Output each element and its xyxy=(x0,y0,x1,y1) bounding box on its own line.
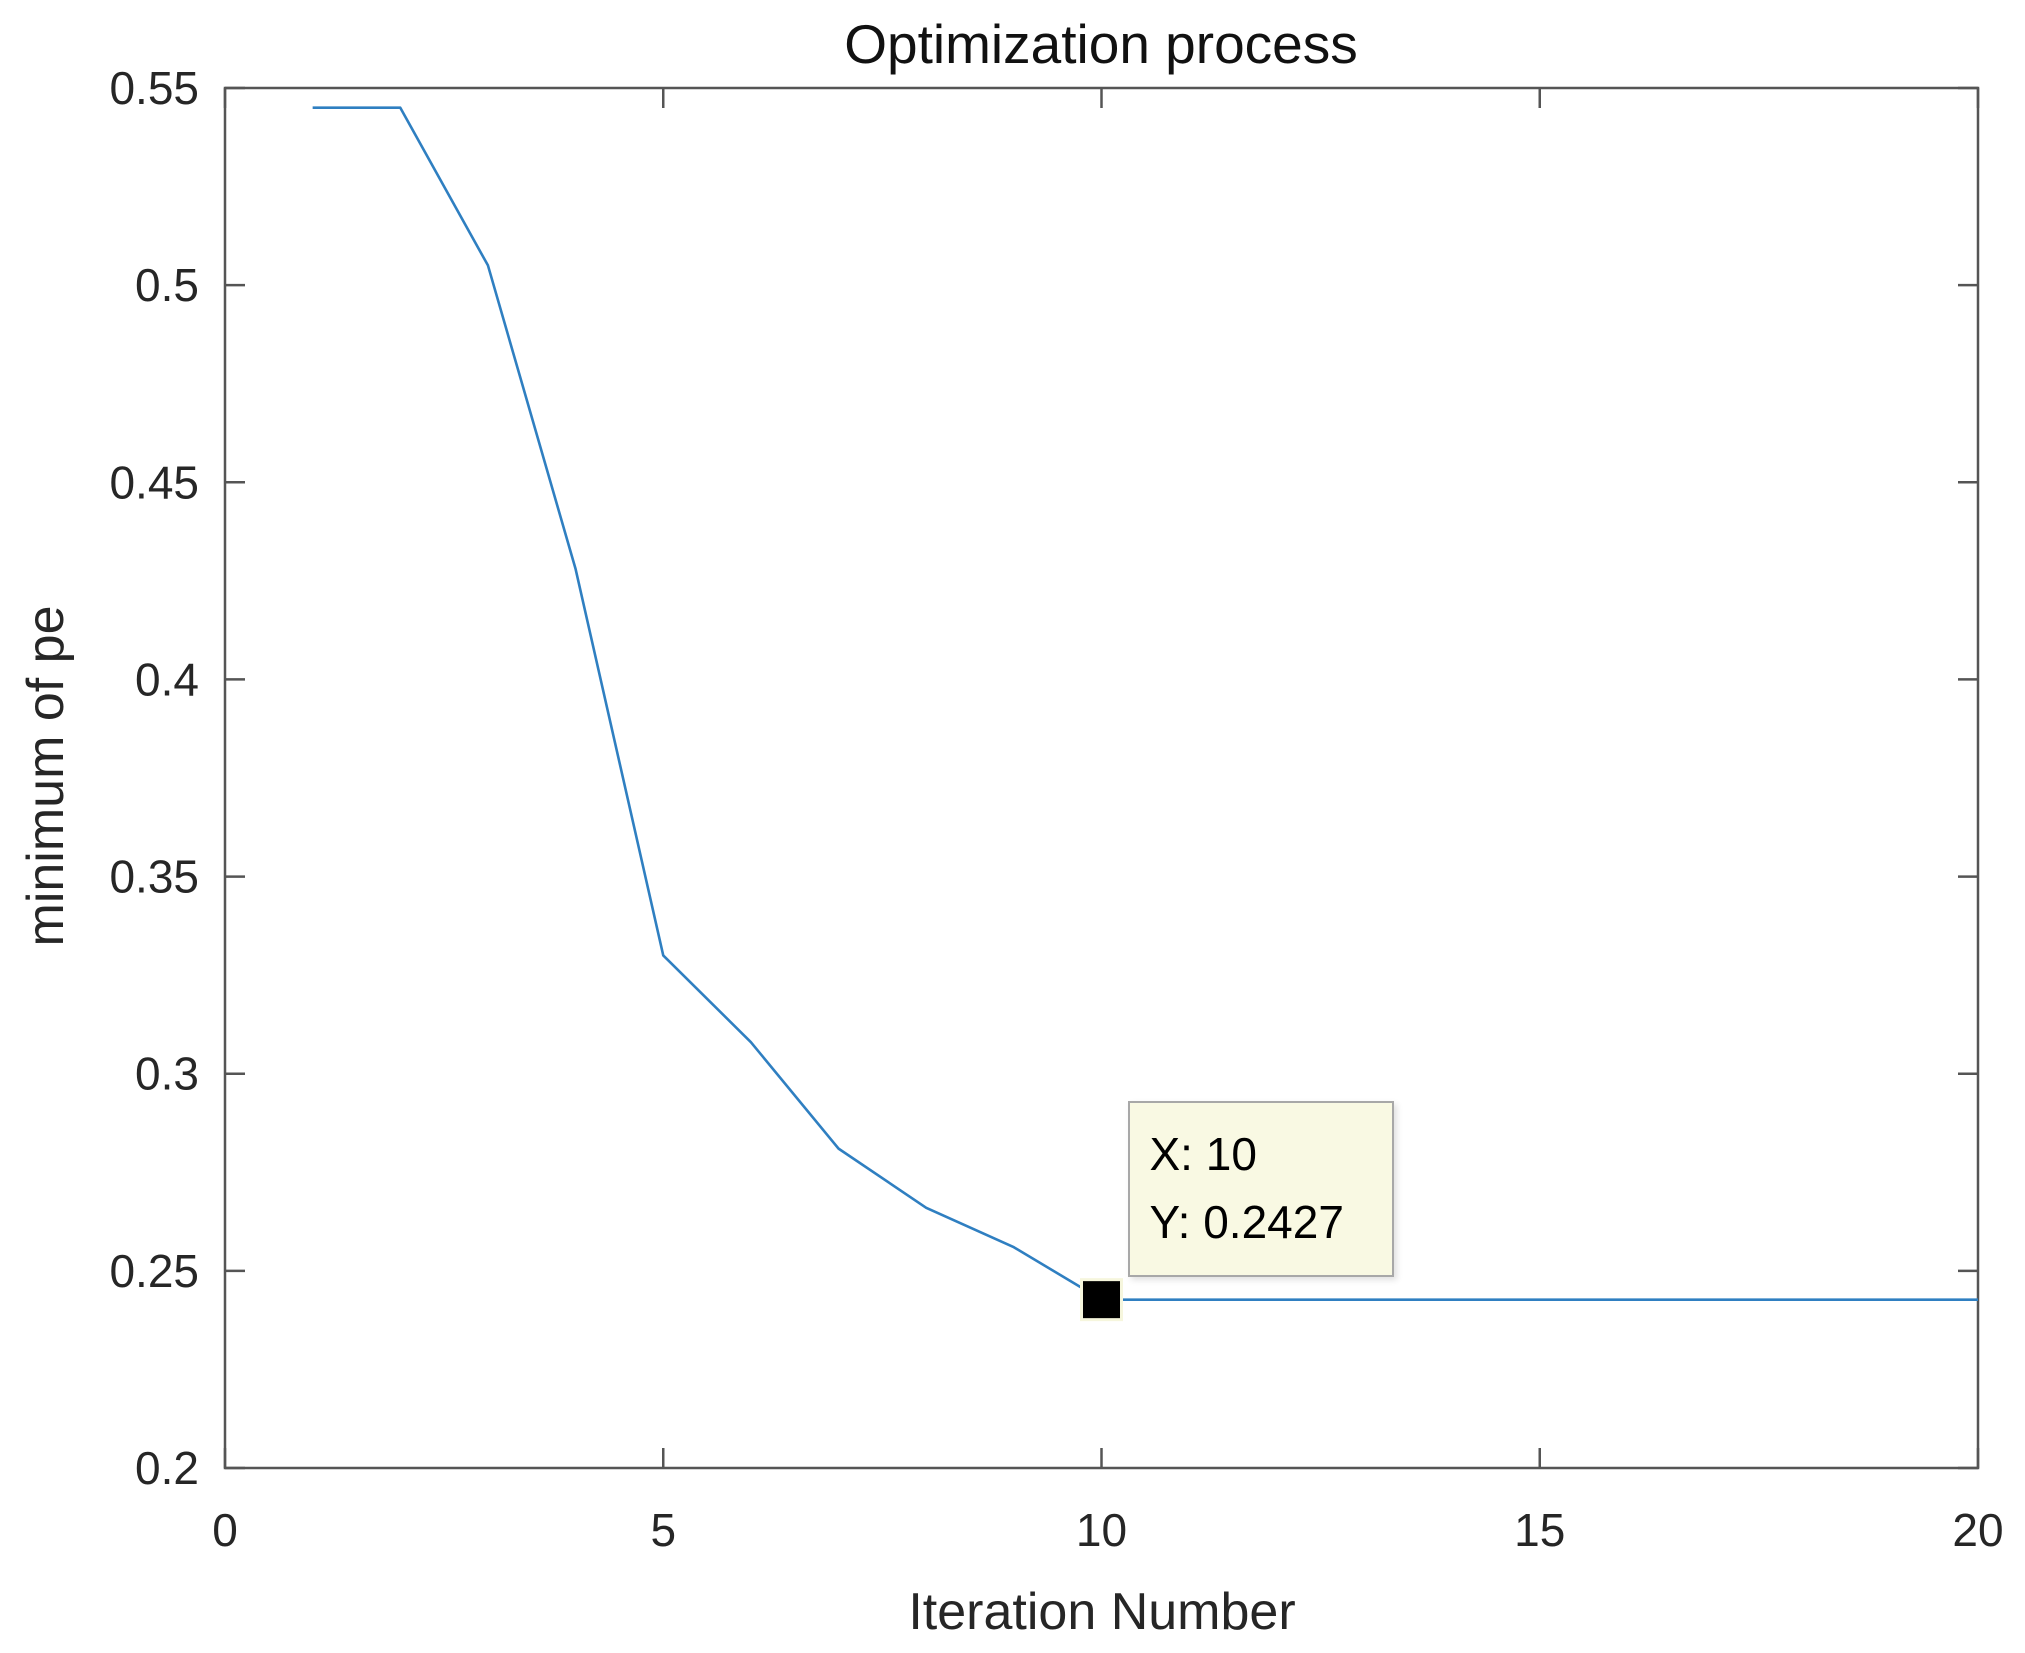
y-tick-label: 0.3 xyxy=(135,1048,199,1100)
y-tick-label: 0.4 xyxy=(135,653,199,705)
axes-box xyxy=(223,86,1980,1470)
y-tick-label: 0.45 xyxy=(109,456,199,508)
chart-title: Optimization process xyxy=(844,13,1358,75)
datatip-x-value: X: 10 xyxy=(1149,1127,1257,1180)
x-axis-label: Iteration Number xyxy=(908,1583,1296,1641)
x-tick-label: 15 xyxy=(1514,1504,1565,1556)
x-tick-label: 5 xyxy=(650,1504,676,1556)
series-line[interactable] xyxy=(312,106,1978,1301)
y-tick-label: 0.5 xyxy=(135,259,199,311)
x-tick-label: 0 xyxy=(212,1504,238,1556)
datatip-y-value: Y: 0.2427 xyxy=(1149,1195,1344,1248)
y-tick-label: 0.55 xyxy=(109,62,199,114)
y-tick-label: 0.2 xyxy=(135,1442,199,1494)
datatip[interactable]: X: 10 Y: 0.2427 xyxy=(1127,1100,1394,1277)
y-tick-label: 0.25 xyxy=(109,1245,199,1297)
y-axis-label: minimum of pe xyxy=(17,605,75,947)
x-tick-label: 20 xyxy=(1952,1504,2003,1556)
y-tick-label: 0.35 xyxy=(109,851,199,903)
x-tick-label: 10 xyxy=(1076,1504,1127,1556)
datatip-marker[interactable] xyxy=(1080,1278,1123,1322)
